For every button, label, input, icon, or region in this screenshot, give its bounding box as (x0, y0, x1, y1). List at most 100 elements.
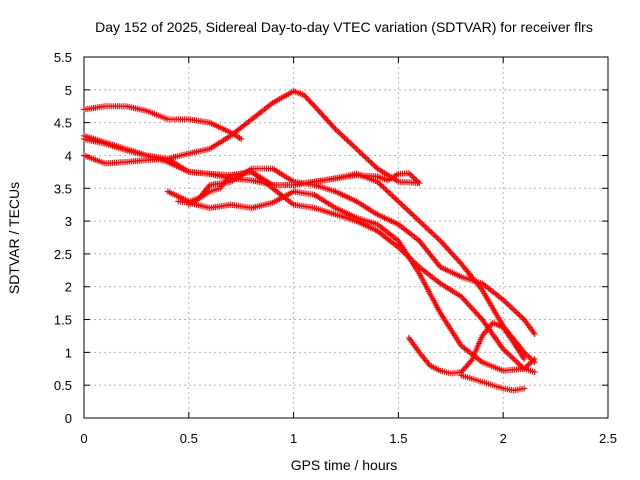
data-point (345, 138, 352, 145)
data-point (516, 312, 523, 319)
y-tick-label: 5.5 (54, 50, 72, 65)
data-point (327, 120, 334, 127)
data-point (476, 313, 483, 320)
data-point (531, 369, 538, 376)
data-point (350, 143, 357, 150)
data-point (501, 347, 508, 354)
data-point (325, 119, 332, 126)
x-tick-label: 2 (500, 431, 507, 446)
data-point (474, 310, 480, 317)
data-point (518, 313, 525, 320)
data-point (386, 189, 393, 196)
data-point (428, 229, 435, 236)
data-point (303, 94, 310, 101)
data-point (432, 233, 439, 240)
data-point (404, 206, 411, 213)
data-point (521, 355, 528, 362)
data-point (359, 151, 366, 158)
data-point (416, 180, 423, 187)
series-track-g (175, 188, 538, 374)
data-point (362, 154, 369, 161)
data-point (301, 92, 308, 99)
data-point (464, 300, 471, 307)
data-point (471, 307, 478, 314)
data-point (311, 103, 318, 110)
data-point (360, 152, 367, 159)
y-tick-label: 4 (65, 148, 72, 163)
data-point (410, 212, 417, 219)
data-point (477, 315, 484, 322)
data-point (337, 130, 344, 137)
data-point (328, 121, 335, 128)
data-point (447, 249, 454, 256)
data-point (449, 250, 456, 257)
data-point (475, 312, 482, 319)
y-tick-label: 2.5 (54, 247, 72, 262)
chart-title: Day 152 of 2025, Sidereal Day-to-day VTE… (95, 19, 593, 35)
data-point (509, 305, 516, 312)
data-point (314, 106, 321, 113)
series-track-i (458, 372, 528, 394)
data-point (519, 315, 526, 322)
data-point (510, 355, 517, 362)
data-point (398, 201, 405, 208)
data-point (381, 185, 388, 192)
x-tick-labels: 0 0.5 1 1.5 2 2.5 (80, 431, 617, 446)
data-point (419, 220, 426, 227)
data-point (458, 293, 465, 300)
data-point (335, 129, 342, 136)
data-point (384, 188, 391, 195)
data-point (407, 209, 414, 216)
data-point (426, 227, 433, 234)
data-point (417, 219, 424, 226)
data-point (507, 353, 514, 360)
data-point (453, 255, 460, 262)
data-point (322, 114, 329, 121)
data-point (437, 237, 444, 244)
data-point (416, 218, 423, 225)
data-point (445, 246, 452, 253)
data-point (413, 215, 420, 222)
plot-frame (83, 56, 609, 419)
data-point (347, 140, 354, 147)
data-point (411, 213, 418, 220)
data-point (506, 302, 513, 309)
data-point (310, 101, 317, 108)
data-point (423, 225, 430, 232)
data-point (331, 124, 338, 131)
data-point (513, 358, 520, 365)
data-point (431, 232, 438, 239)
data-point (531, 355, 538, 362)
data-point (389, 192, 396, 199)
data-point (429, 230, 436, 237)
data-point (357, 150, 364, 157)
data-point (371, 162, 378, 169)
data-point (434, 234, 441, 241)
y-tick-label: 0.5 (54, 378, 72, 393)
data-point (439, 240, 446, 247)
data-point (441, 242, 448, 249)
data-point (353, 145, 360, 152)
y-tick-label: 5 (65, 83, 72, 98)
tick-marks (83, 56, 609, 419)
x-tick-label: 1.5 (389, 431, 407, 446)
data-point (318, 110, 325, 117)
data-point (509, 354, 516, 361)
data-point (425, 226, 432, 233)
data-point (396, 199, 403, 206)
data-point (460, 296, 467, 303)
data-point (410, 174, 417, 181)
x-tick-label: 0 (80, 431, 87, 446)
data-point (420, 222, 427, 229)
data-point (408, 172, 415, 179)
data-point (369, 161, 376, 168)
data-point (323, 116, 330, 123)
data-point (320, 113, 327, 120)
y-tick-label: 1.5 (54, 313, 72, 328)
y-tick-labels: 0 0.5 1 1.5 2 2.5 3 3.5 4 4.5 5 5.5 (54, 50, 72, 426)
data-point (507, 303, 514, 310)
data-point (305, 96, 312, 103)
data-point (387, 191, 394, 198)
series-track-d (81, 132, 538, 366)
data-point (329, 123, 336, 130)
